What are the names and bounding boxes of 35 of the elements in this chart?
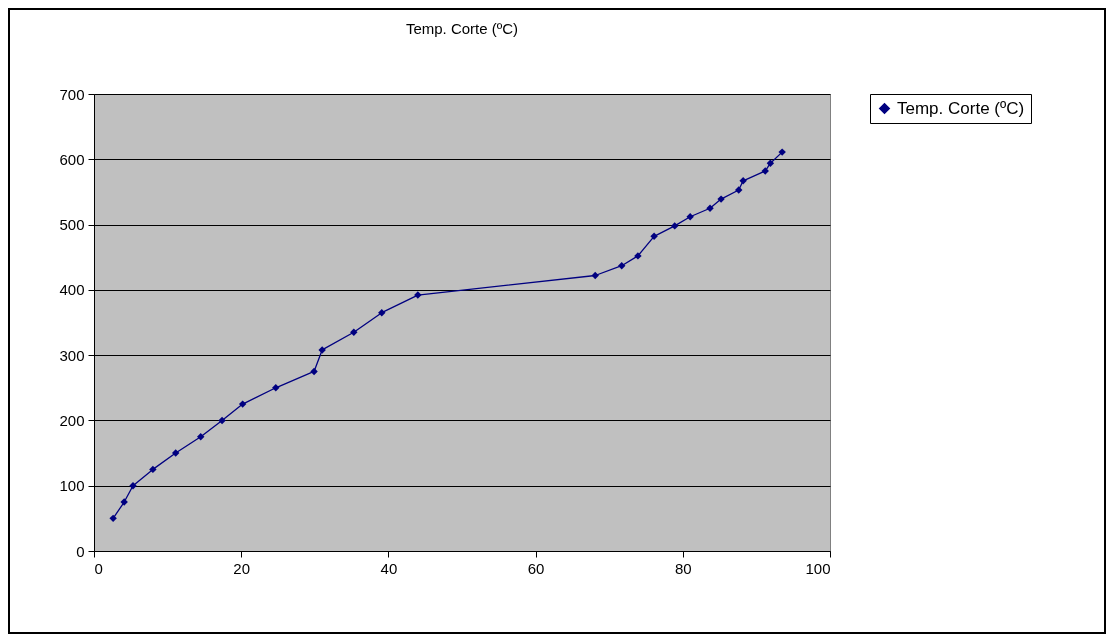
y-tick-label: 100 — [59, 477, 85, 495]
point — [129, 482, 137, 490]
y-tick-label: 700 — [59, 85, 85, 103]
point — [197, 433, 205, 441]
legend-label: Temp. Corte (ºC) — [897, 98, 1025, 118]
y-tick-label: 200 — [59, 411, 85, 429]
x-tick-label: 20 — [233, 559, 251, 577]
point — [378, 309, 386, 317]
point — [109, 514, 117, 523]
point — [591, 271, 599, 280]
point — [310, 367, 318, 376]
y-tick-label: 500 — [59, 216, 85, 234]
x-tick-label: 60 — [527, 559, 545, 577]
x-tick-label: 40 — [380, 559, 398, 577]
point — [735, 186, 743, 194]
y-tick-label: 0 — [76, 542, 85, 560]
point — [238, 400, 247, 408]
point — [272, 384, 280, 392]
point — [149, 465, 157, 474]
x-tick-label: 100 — [805, 559, 831, 577]
point — [739, 177, 747, 185]
point — [218, 416, 226, 425]
y-tick-label: 300 — [59, 346, 85, 364]
point — [650, 232, 658, 241]
y-tick-label: 600 — [59, 150, 85, 168]
point — [618, 261, 626, 270]
chart-title: Temp. Corte (ºC) — [405, 20, 519, 37]
point — [350, 328, 358, 336]
point — [171, 449, 180, 457]
point — [766, 159, 775, 167]
point — [686, 213, 694, 221]
x-tick-label: 0 — [94, 559, 103, 577]
x-tick-label: 80 — [674, 559, 692, 577]
point — [671, 222, 679, 230]
y-tick-label: 400 — [59, 281, 85, 299]
